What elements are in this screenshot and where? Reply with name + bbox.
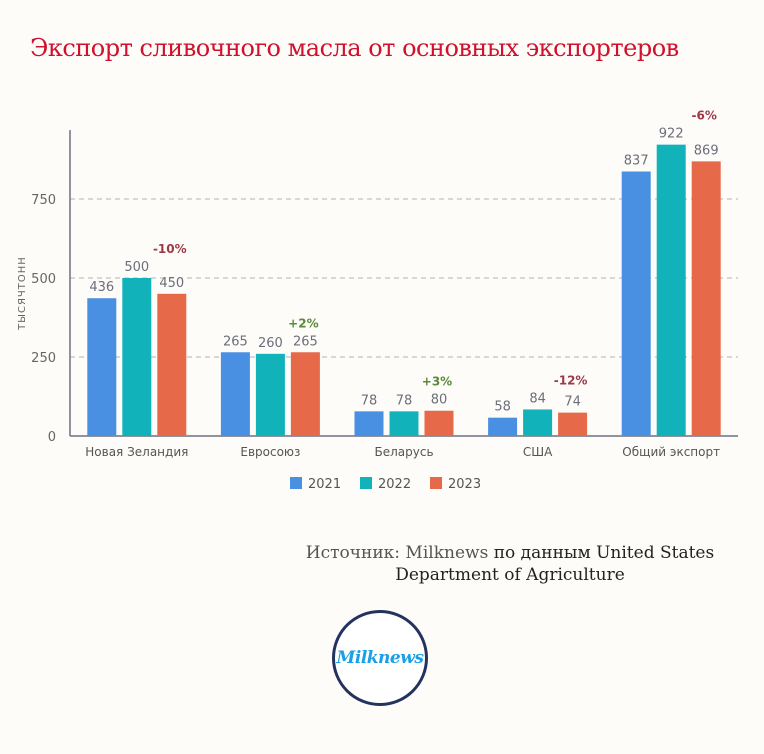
- bar-chart: 0 250 500 750 ТЫСЯЧТОНН 436 500 450 -10% Новая Зе…: [17, 109, 738, 492]
- x-tick-label: Общий экспорт: [622, 445, 720, 459]
- legend-label-2022: 2022: [378, 477, 411, 492]
- change-annotation: -6%: [692, 109, 717, 123]
- bar-value-label: 436: [89, 280, 114, 295]
- bar-2023: [424, 410, 454, 436]
- bar-value-label: 78: [361, 393, 378, 408]
- bar-2022: [122, 278, 152, 436]
- bar-value-label: 869: [694, 143, 719, 158]
- source-prefix: Источник: Milknews: [305, 543, 489, 563]
- bar-value-label: 58: [494, 400, 511, 415]
- change-annotation: -10%: [153, 242, 187, 256]
- legend-swatch-2023: [430, 477, 442, 489]
- bar-2023: [691, 161, 721, 436]
- y-tick-label: 0: [48, 430, 56, 445]
- source-line2: Department of Agriculture: [395, 565, 625, 585]
- x-tick-label: США: [523, 445, 553, 459]
- bar-value-label: 922: [659, 127, 684, 142]
- bar-2021: [220, 352, 250, 436]
- y-tick-label: 750: [31, 193, 56, 208]
- y-tick-label: 500: [31, 272, 56, 287]
- bar-value-label: 500: [124, 260, 149, 275]
- bar-value-label: 260: [258, 336, 283, 351]
- bar-value-label: 74: [564, 395, 581, 410]
- bar-value-label: 84: [529, 391, 546, 406]
- bar-2021: [87, 298, 117, 436]
- bar-value-label: 78: [396, 393, 413, 408]
- bar-value-label: 265: [223, 334, 248, 349]
- y-tick-label: 250: [31, 351, 56, 366]
- chart-title: Экспорт сливочного масла от основных экс…: [30, 34, 679, 62]
- legend-swatch-2021: [290, 477, 302, 489]
- legend-label-2021: 2021: [308, 477, 341, 492]
- x-tick-label: Новая Зеландия: [85, 445, 188, 459]
- source-rest: по данным United States: [493, 543, 715, 563]
- legend-swatch-2022: [360, 477, 372, 489]
- y-axis-label: ТЫСЯЧТОНН: [17, 256, 28, 331]
- bar-2022: [523, 409, 553, 436]
- bar-value-label: 450: [159, 276, 184, 291]
- bar-2022: [656, 144, 686, 436]
- bar-2021: [621, 171, 651, 436]
- change-annotation: +2%: [288, 316, 318, 330]
- bar-2023: [157, 293, 187, 436]
- milknews-logo: Milknews: [332, 610, 428, 706]
- legend-label-2023: 2023: [448, 477, 481, 492]
- x-tick-label: Евросоюз: [240, 445, 300, 459]
- x-tick-label: Беларусь: [374, 445, 433, 459]
- bar-2023: [290, 352, 320, 436]
- logo-text: Milknews: [336, 648, 424, 668]
- bar-2023: [558, 412, 588, 436]
- bar-2021: [354, 411, 384, 436]
- bar-value-label: 837: [624, 154, 649, 169]
- source-note: Источник: Milknews по данным United Stat…: [270, 542, 750, 586]
- bar-2022: [389, 411, 419, 436]
- bar-2022: [255, 353, 285, 436]
- change-annotation: +3%: [422, 375, 452, 389]
- bar-value-label: 80: [431, 393, 448, 408]
- bar-value-label: 265: [293, 334, 318, 349]
- change-annotation: -12%: [554, 373, 588, 387]
- bar-2021: [488, 417, 518, 436]
